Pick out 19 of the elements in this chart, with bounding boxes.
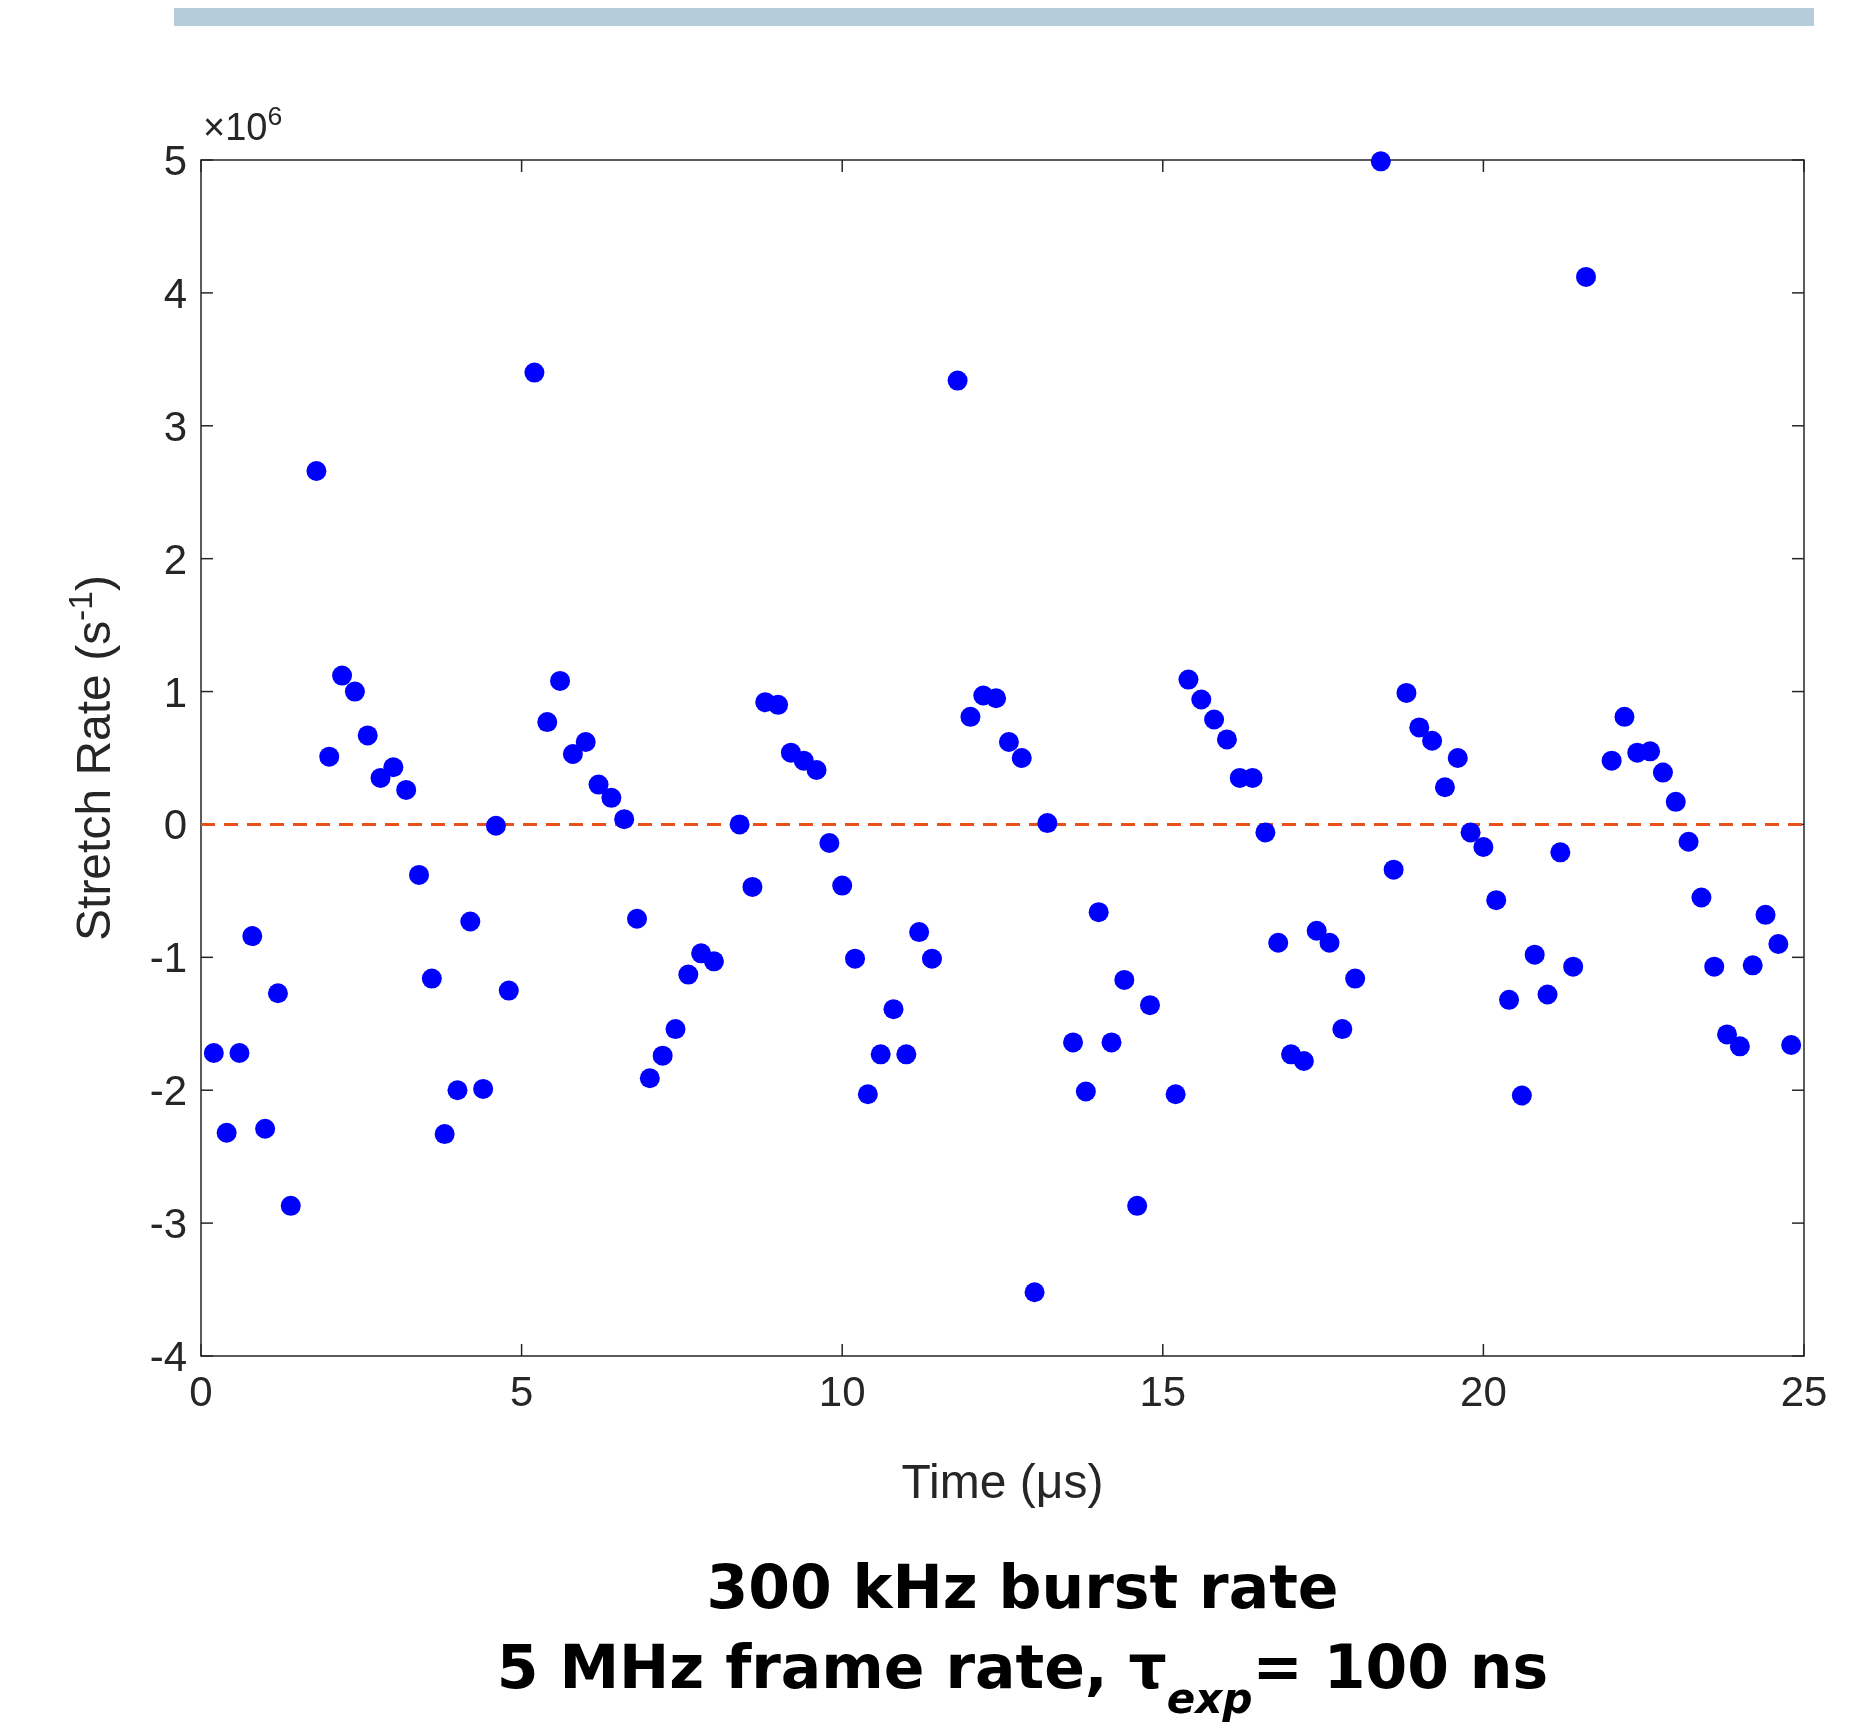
y-tick-label: 2 [163, 535, 187, 583]
y-tick-label: -2 [149, 1067, 187, 1115]
y-tick-label: 4 [163, 269, 187, 317]
y-tick-label: -3 [149, 1200, 187, 1248]
text: 5 MHz frame rate, τ$_{exp}$= 100 ns [496, 1632, 1549, 1723]
y-tick-label: -1 [149, 934, 187, 982]
y-tick-label: -4 [149, 1333, 187, 1380]
x-axis-title: Time (μs) [901, 1455, 1104, 1508]
y-tick-label: 5 [163, 137, 187, 184]
x-tick-label: 15 [1139, 1368, 1187, 1415]
x-tick-label: 10 [818, 1368, 866, 1415]
y-tick-label: 0 [163, 801, 187, 849]
x-tick-label: 5 [509, 1368, 534, 1415]
y-tick-label: 1 [163, 668, 187, 716]
x-tick-label: 20 [1460, 1368, 1507, 1415]
x-tick-label: 25 [1780, 1368, 1828, 1415]
y-tick-label: 3 [163, 402, 187, 450]
text: ×10$^{6}$ [203, 101, 283, 148]
text: 300 kHz burst rate [706, 1552, 1339, 1622]
